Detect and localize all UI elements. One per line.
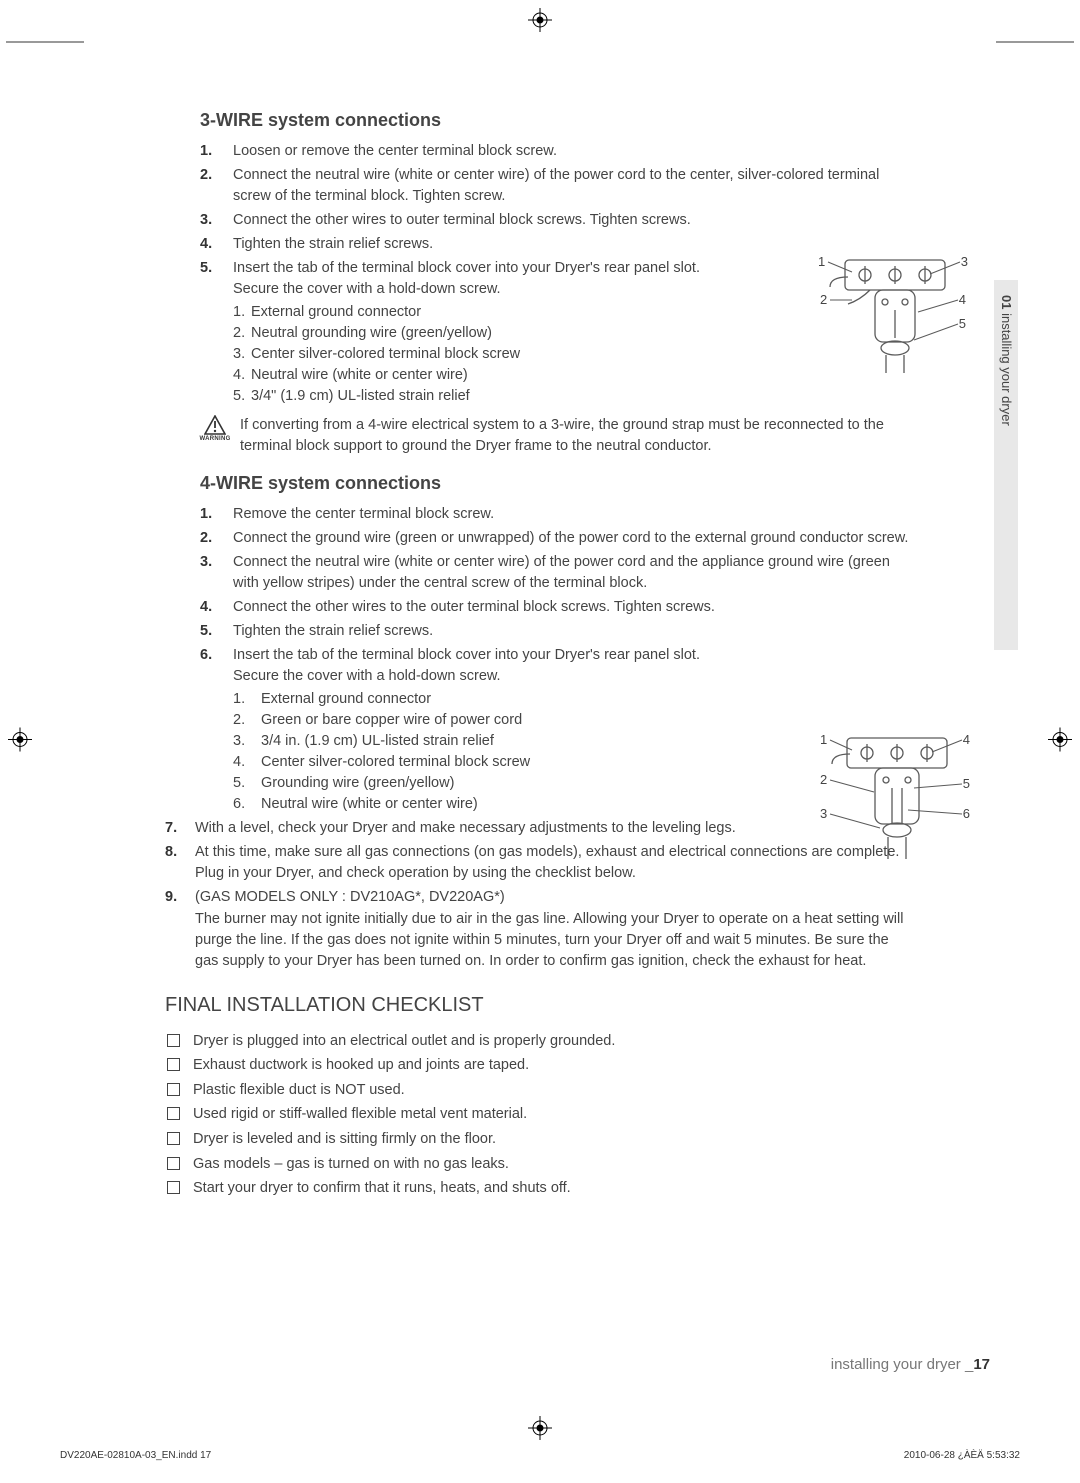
page-content: 3-WIRE system connections Loosen or remo… bbox=[165, 110, 915, 1201]
warning-text: If converting from a 4-wire electrical s… bbox=[240, 415, 915, 457]
step-3wire-2: Connect the neutral wire (white or cente… bbox=[165, 165, 915, 207]
chapter-tab-label: 01 installing your dryer bbox=[999, 295, 1014, 426]
registration-mark-bottom bbox=[528, 1416, 552, 1445]
legend-3wire-2: Neutral grounding wire (green/yellow) bbox=[233, 323, 915, 344]
checklist-item-5: Dryer is leveled and is sitting firmly o… bbox=[165, 1127, 915, 1152]
legend-3wire-1: External ground connector bbox=[233, 302, 915, 323]
crop-mark-top-left bbox=[6, 36, 96, 96]
checklist-item-4: Used rigid or stiff-walled flexible meta… bbox=[165, 1102, 915, 1127]
legend-4wire-6: Neutral wire (white or center wire) bbox=[233, 794, 915, 815]
final-checklist: Dryer is plugged into an electrical outl… bbox=[165, 1029, 915, 1201]
checklist-item-2: Exhaust ductwork is hooked up and joints… bbox=[165, 1053, 915, 1078]
warning-icon-column: WARNING bbox=[200, 415, 230, 442]
step-4wire-5: Tighten the strain relief screws. bbox=[165, 621, 915, 642]
warning-label: WARNING bbox=[199, 436, 230, 442]
heading-3-wire: 3-WIRE system connections bbox=[200, 110, 915, 131]
step-4wire-1: Remove the center terminal block screw. bbox=[165, 504, 915, 525]
step-3wire-1: Loosen or remove the center terminal blo… bbox=[165, 141, 915, 162]
step-9-line1: (GAS MODELS ONLY : DV210AG*, DV220AG*) bbox=[195, 889, 505, 905]
legend-3wire-5: 3/4" (1.9 cm) UL-listed strain relief bbox=[233, 386, 915, 407]
step-3wire-5-text: Insert the tab of the terminal block cov… bbox=[233, 260, 700, 276]
checklist-item-1: Dryer is plugged into an electrical outl… bbox=[165, 1029, 915, 1054]
warning-block: WARNING If converting from a 4-wire elec… bbox=[200, 415, 915, 457]
checklist-item-3: Plastic flexible duct is NOT used. bbox=[165, 1078, 915, 1103]
checklist-item-7: Start your dryer to confirm that it runs… bbox=[165, 1176, 915, 1201]
legend-4wire-2: Green or bare copper wire of power cord bbox=[233, 710, 915, 731]
step-7: With a level, check your Dryer and make … bbox=[165, 818, 915, 839]
legend-3-wire: External ground connector Neutral ground… bbox=[233, 302, 915, 407]
legend-3wire-4: Neutral wire (white or center wire) bbox=[233, 365, 915, 386]
heading-4-wire: 4-WIRE system connections bbox=[200, 473, 915, 494]
registration-mark-right bbox=[1048, 727, 1072, 756]
footer-page-number: 17 bbox=[973, 1356, 990, 1373]
checklist-item-6: Gas models – gas is turned on with no ga… bbox=[165, 1152, 915, 1177]
step-8: At this time, make sure all gas connecti… bbox=[165, 842, 915, 884]
registration-mark-left bbox=[8, 727, 32, 756]
steps-continued: With a level, check your Dryer and make … bbox=[165, 818, 915, 971]
step-3wire-5-extra: Secure the cover with a hold-down screw. bbox=[233, 281, 501, 297]
steps-4-wire: Remove the center terminal block screw. … bbox=[165, 504, 915, 815]
step-9-line2: The burner may not ignite initially due … bbox=[195, 911, 903, 969]
legend-4wire-1: External ground connector bbox=[233, 689, 915, 710]
footer-section-text: installing your dryer _ bbox=[831, 1356, 974, 1373]
step-9: (GAS MODELS ONLY : DV210AG*, DV220AG*) T… bbox=[165, 887, 915, 971]
print-meta-timestamp: 2010-06-28 ¿ÀÈÄ 5:53:32 bbox=[904, 1450, 1020, 1461]
step-3wire-5: Insert the tab of the terminal block cov… bbox=[165, 258, 915, 407]
step-3wire-3: Connect the other wires to outer termina… bbox=[165, 210, 915, 231]
legend-3wire-3: Center silver-colored terminal block scr… bbox=[233, 344, 915, 365]
legend-4-wire: External ground connector Green or bare … bbox=[233, 689, 915, 815]
step-4wire-2: Connect the ground wire (green or unwrap… bbox=[165, 528, 915, 549]
print-meta-filename: DV220AE-02810A-03_EN.indd 17 bbox=[60, 1450, 211, 1461]
step-4wire-4: Connect the other wires to the outer ter… bbox=[165, 597, 915, 618]
chapter-tab-title: installing your dryer bbox=[999, 309, 1014, 425]
legend-4wire-4: Center silver-colored terminal block scr… bbox=[233, 752, 915, 773]
steps-3-wire: Loosen or remove the center terminal blo… bbox=[165, 141, 915, 407]
heading-checklist: FINAL INSTALLATION CHECKLIST bbox=[165, 994, 915, 1017]
registration-mark-top bbox=[528, 8, 552, 37]
step-4wire-6-text: Insert the tab of the terminal block cov… bbox=[233, 647, 700, 663]
chapter-tab-number: 01 bbox=[999, 295, 1014, 309]
step-4wire-3: Connect the neutral wire (white or cente… bbox=[165, 552, 915, 594]
step-4wire-6: Insert the tab of the terminal block cov… bbox=[165, 645, 915, 815]
legend-4wire-5: Grounding wire (green/yellow) bbox=[233, 773, 915, 794]
step-4wire-6-extra: Secure the cover with a hold-down screw. bbox=[233, 668, 501, 684]
page-footer: installing your dryer _17 bbox=[831, 1356, 990, 1373]
warning-icon bbox=[204, 415, 226, 435]
legend-4wire-3: 3/4 in. (1.9 cm) UL-listed strain relief bbox=[233, 731, 915, 752]
crop-mark-top-right bbox=[984, 36, 1074, 96]
step-3wire-4: Tighten the strain relief screws. bbox=[165, 234, 915, 255]
